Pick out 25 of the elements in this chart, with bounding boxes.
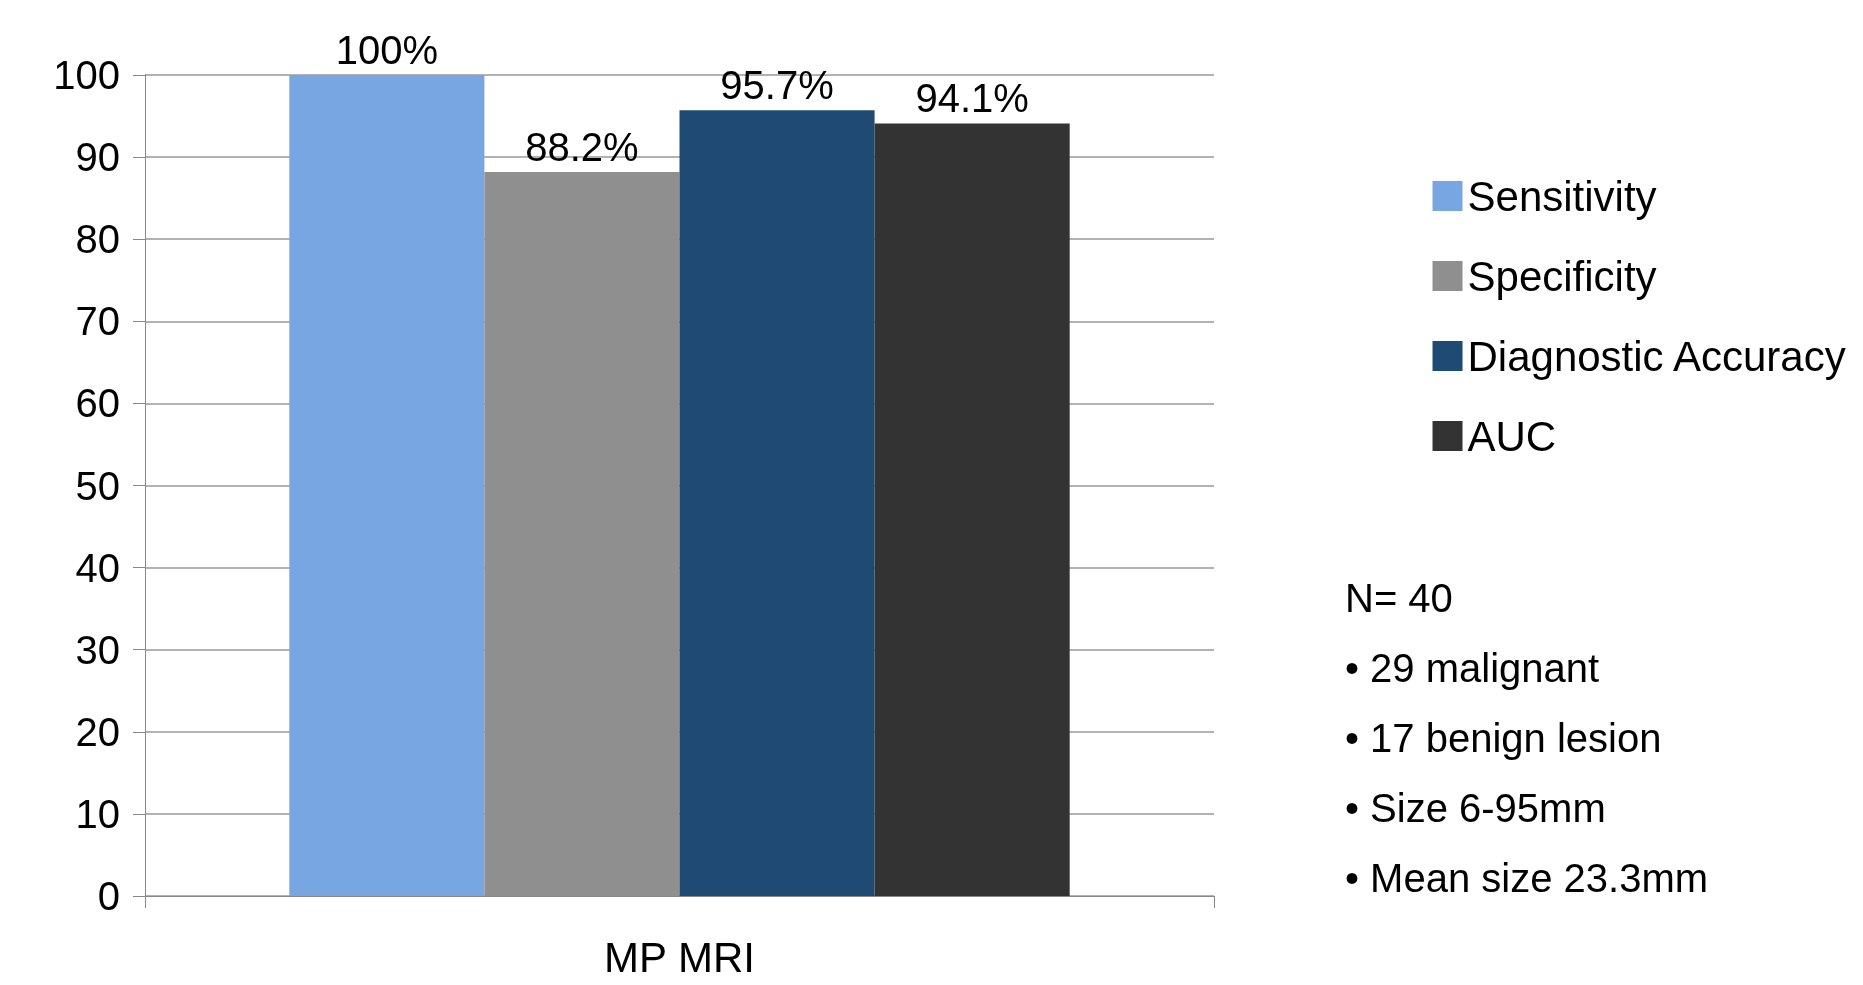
- y-tick-label: 60: [75, 381, 120, 426]
- text: N= 40: [1345, 576, 1453, 620]
- y-tick-label: 90: [75, 135, 120, 180]
- y-tick-label: 20: [75, 709, 120, 754]
- y-tick-label: 100: [53, 53, 120, 97]
- x-tick-label: MP MRI: [604, 933, 755, 981]
- y-tick-label: 70: [75, 299, 120, 344]
- data-label: 94.1%: [915, 76, 1029, 121]
- y-tick-label: 30: [75, 627, 120, 672]
- legend-label: Diagnostic Accuracy: [1467, 332, 1846, 380]
- legend-label: Sensitivity: [1467, 172, 1657, 220]
- y-tick-label: 40: [75, 545, 120, 590]
- data-label: 95.7%: [720, 63, 834, 108]
- data-label: 88.2%: [525, 124, 639, 169]
- legend-label: Specificity: [1467, 252, 1657, 300]
- data-label: 100%: [335, 28, 439, 72]
- y-tick-label: 10: [75, 791, 120, 836]
- text: • Size 6-95mm: [1345, 786, 1606, 830]
- text: • 29 malignant: [1345, 646, 1600, 690]
- y-tick-label: 0: [97, 874, 120, 918]
- y-tick-label: 50: [75, 463, 120, 508]
- y-tick-label: 80: [75, 217, 120, 262]
- legend-label: AUC: [1467, 412, 1557, 460]
- text: • 17 benign lesion: [1345, 716, 1662, 760]
- text: • Mean size 23.3mm: [1345, 856, 1709, 900]
